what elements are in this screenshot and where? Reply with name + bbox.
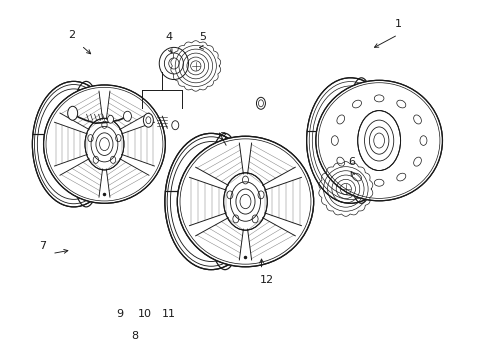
Text: 9: 9	[117, 310, 123, 319]
Text: 4: 4	[165, 32, 172, 41]
Ellipse shape	[85, 118, 123, 170]
Text: 1: 1	[394, 19, 401, 29]
Text: 11: 11	[162, 310, 176, 319]
Text: 12: 12	[259, 275, 273, 285]
Ellipse shape	[67, 106, 78, 120]
Text: 6: 6	[347, 157, 354, 167]
Ellipse shape	[315, 80, 442, 201]
Ellipse shape	[256, 97, 265, 109]
Ellipse shape	[32, 81, 115, 207]
Ellipse shape	[306, 78, 393, 203]
Ellipse shape	[143, 113, 153, 127]
Ellipse shape	[357, 111, 400, 171]
Ellipse shape	[107, 115, 113, 123]
Ellipse shape	[177, 136, 313, 267]
Text: 10: 10	[137, 310, 151, 319]
Ellipse shape	[171, 121, 179, 130]
Ellipse shape	[164, 134, 257, 270]
Text: 2: 2	[68, 30, 75, 40]
Ellipse shape	[223, 173, 267, 230]
Text: 5: 5	[199, 32, 206, 41]
Ellipse shape	[43, 85, 165, 203]
Text: 8: 8	[131, 331, 138, 341]
Text: 3: 3	[219, 132, 225, 142]
Ellipse shape	[123, 111, 131, 121]
Text: 7: 7	[39, 241, 46, 251]
